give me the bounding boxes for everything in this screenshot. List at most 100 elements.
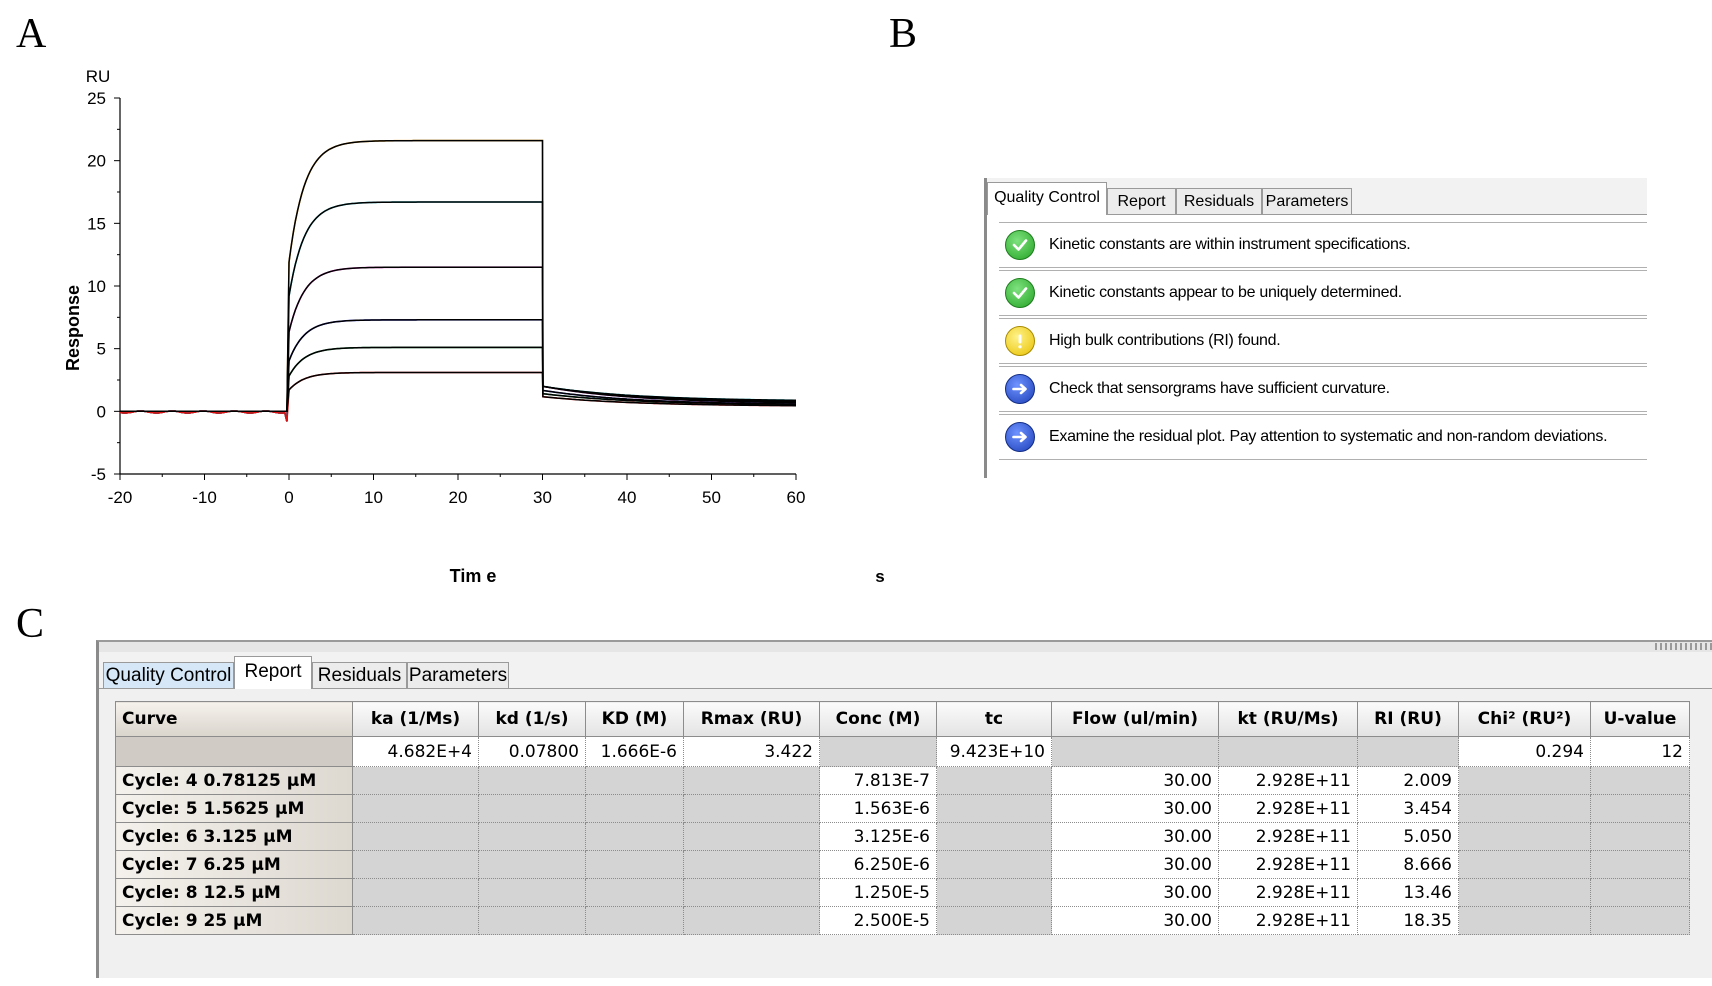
table-cell: 8.666 [1357, 850, 1459, 879]
x-tick-label: 20 [449, 488, 468, 507]
tab-report[interactable]: Report [234, 656, 312, 689]
exclamation-icon [1005, 326, 1035, 356]
y-tick-label: -5 [91, 465, 106, 484]
column-header[interactable]: RI (RU) [1357, 701, 1459, 737]
table-cell [352, 878, 479, 907]
table-cell: 18.35 [1357, 906, 1459, 935]
tab-residuals[interactable]: Residuals [312, 662, 407, 688]
table-cell [352, 794, 479, 823]
tab-report[interactable]: Report [1107, 188, 1176, 214]
table-row[interactable]: Cycle: 5 1.5625 μM 1.563E-6 30.00 2.928E+11… [115, 794, 1690, 823]
column-header[interactable]: Curve [115, 701, 353, 737]
table-cell: 3.125E-6 [819, 822, 937, 851]
table-cell [683, 878, 820, 907]
table-cell: 30.00 [1051, 850, 1219, 879]
x-tick-label: -20 [108, 488, 133, 507]
table-cell [1590, 906, 1690, 935]
table-cell [683, 766, 820, 795]
table-cell [1590, 766, 1690, 795]
qc-item: High bulk contributions (RI) found. [999, 318, 1647, 364]
table-cell: 12 [1590, 736, 1690, 767]
qc-tab-bar: Quality Control Report Residuals Paramet… [987, 178, 1647, 215]
table-cell [478, 766, 586, 795]
table-cell [936, 850, 1052, 879]
table-cell [352, 906, 479, 935]
qc-item-text: Kinetic constants appear to be uniquely … [1049, 284, 1402, 301]
y-unit-label: RU [86, 67, 111, 86]
table-cell: 4.682E+4 [352, 736, 479, 767]
table-cell: 3.454 [1357, 794, 1459, 823]
table-cell [1051, 736, 1219, 767]
x-tick-label: 30 [533, 488, 552, 507]
table-cell: 2.928E+11 [1218, 850, 1358, 879]
y-tick-label: 5 [97, 340, 106, 359]
column-header[interactable]: kd (1/s) [478, 701, 586, 737]
table-cell [1590, 878, 1690, 907]
table-cell: 30.00 [1051, 766, 1219, 795]
table-cell: 13.46 [1357, 878, 1459, 907]
table-row[interactable]: Cycle: 8 12.5 μM 1.250E-5 30.00 2.928E+11 13… [115, 878, 1690, 907]
cycle-label-cell: Cycle: 7 6.25 μM [115, 850, 353, 879]
panel-label-a: A [16, 11, 47, 57]
x-tick-label: 0 [284, 488, 293, 507]
table-cell [585, 794, 684, 823]
tab-parameters[interactable]: Parameters [1262, 188, 1352, 214]
table-cell [352, 766, 479, 795]
column-header[interactable]: U-value [1590, 701, 1690, 737]
qc-item: Kinetic constants appear to be uniquely … [999, 270, 1647, 316]
qc-item-text: High bulk contributions (RI) found. [1049, 332, 1281, 349]
table-cell [478, 906, 586, 935]
table-cell: 1.250E-5 [819, 878, 937, 907]
table-cell [115, 736, 353, 767]
table-cell [819, 736, 937, 767]
column-header[interactable]: Chi² (RU²) [1458, 701, 1591, 737]
x-tick-label: 60 [787, 488, 806, 507]
tab-quality-control[interactable]: Quality Control [103, 662, 234, 688]
table-cell [683, 794, 820, 823]
y-tick-label: 10 [87, 277, 106, 296]
column-header[interactable]: Conc (M) [819, 701, 937, 737]
table-row[interactable]: Cycle: 6 3.125 μM 3.125E-6 30.00 2.928E+11 5… [115, 822, 1690, 851]
table-cell: 30.00 [1051, 794, 1219, 823]
cycle-label-cell: Cycle: 8 12.5 μM [115, 878, 353, 907]
table-cell: 6.250E-6 [819, 850, 937, 879]
table-cell [352, 850, 479, 879]
table-cell: 30.00 [1051, 906, 1219, 935]
table-cell [1458, 766, 1591, 795]
tab-parameters[interactable]: Parameters [407, 662, 509, 688]
tab-residuals[interactable]: Residuals [1176, 188, 1262, 214]
table-row[interactable]: Cycle: 4 0.78125 μM 7.813E-7 30.00 2.928E+1… [115, 766, 1690, 795]
y-tick-label: 20 [87, 152, 106, 171]
table-cell: 30.00 [1051, 878, 1219, 907]
sensorgram-chart: RU Response Tim e s -5 0 5 10 15 20 25 -20 -10 0 1… [63, 67, 885, 586]
x-tick-label: 50 [702, 488, 721, 507]
kinetics-report-table: Curve ka (1/Ms) kd (1/s) KD (M) Rmax (RU… [115, 701, 1690, 935]
global-fit-row[interactable]: 4.682E+4 0.07800 1.666E-6 3.422 9.423E+1… [115, 736, 1690, 767]
qc-message-list: Kinetic constants are within instrument … [999, 222, 1647, 462]
column-header[interactable]: Flow (ul/min) [1051, 701, 1219, 737]
resize-grip-icon[interactable] [1655, 643, 1712, 650]
column-header[interactable]: tc [936, 701, 1052, 737]
table-cell: 2.928E+11 [1218, 794, 1358, 823]
table-row[interactable]: Cycle: 7 6.25 μM 6.250E-6 30.00 2.928E+11 8.… [115, 850, 1690, 879]
column-header[interactable]: KD (M) [585, 701, 684, 737]
table-cell: 7.813E-7 [819, 766, 937, 795]
table-cell [585, 850, 684, 879]
table-cell [478, 850, 586, 879]
table-cell: 0.294 [1458, 736, 1591, 767]
column-header[interactable]: ka (1/Ms) [352, 701, 479, 737]
table-cell [683, 822, 820, 851]
panel-label-c: C [16, 601, 45, 647]
table-cell [936, 906, 1052, 935]
qc-item: Examine the residual plot. Pay attention… [999, 414, 1647, 460]
column-header[interactable]: kt (RU/Ms) [1218, 701, 1358, 737]
table-cell: 2.928E+11 [1218, 906, 1358, 935]
table-row[interactable]: Cycle: 9 25 μM 2.500E-5 30.00 2.928E+11 18.3… [115, 906, 1690, 935]
column-header[interactable]: Rmax (RU) [683, 701, 820, 737]
table-cell [936, 794, 1052, 823]
fit-curve-3 [120, 266, 796, 413]
y-tick-label: 25 [87, 89, 106, 108]
qc-item-text: Check that sensorgrams have sufficient c… [1049, 380, 1390, 397]
fit-curve-6 [120, 371, 796, 413]
tab-quality-control[interactable]: Quality Control [987, 182, 1107, 215]
